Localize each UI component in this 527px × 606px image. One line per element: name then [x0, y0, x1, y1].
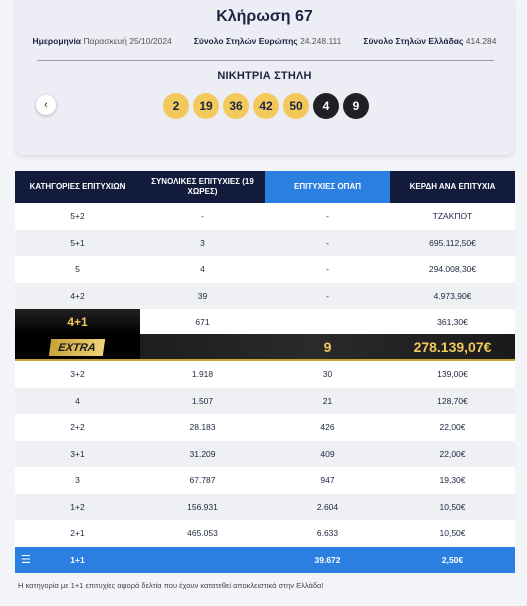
cell-category: 3+1: [70, 448, 85, 459]
table-row: 3+1 31.209 409 22,00€: [15, 440, 515, 467]
table-row: 5+1 3 - 695.112,50€: [15, 229, 515, 256]
extra-row: 4+1 EXTRA 671 361,30€ 9 278.139,07€: [15, 309, 515, 361]
cell-total: 1.507: [191, 395, 214, 406]
cell-category: 5: [75, 264, 80, 275]
cell-opap: [265, 309, 390, 334]
divider: [37, 60, 494, 61]
table-row: 3 67.787 947 19,30€: [15, 467, 515, 494]
cell-total: [140, 547, 265, 573]
cell-category: 1+2: [70, 501, 85, 512]
star-ball: 4: [313, 93, 339, 119]
cell-prize: 695.112,50€: [429, 237, 476, 248]
extra-category: 4+1: [67, 315, 88, 329]
cell-total: 3: [200, 237, 205, 248]
cell-total: 671: [140, 309, 265, 334]
table-row: 4 1.507 21 128,70€: [15, 387, 515, 414]
extra-left-bg: [15, 309, 140, 334]
cell-total: 4: [200, 264, 205, 275]
cell-category: 5+1: [70, 237, 85, 248]
extra-spacer: [140, 334, 265, 359]
cell-category: 2+2: [70, 422, 85, 433]
cell-opap: -: [326, 237, 329, 248]
extra-opap: 9: [323, 338, 332, 355]
cell-category: 1+1: [70, 554, 85, 565]
cell-opap: 2.604: [316, 501, 339, 512]
cell-category: 4+2: [70, 290, 85, 301]
cell-prize: 10,50€: [439, 528, 466, 539]
table-row-greece-only: ☰ 1+1 39.672 2,50€: [15, 546, 515, 573]
cell-category: 3: [75, 475, 80, 486]
results-table: ΚΑΤΗΓΟΡΙΕΣ ΕΠΙΤΥΧΙΩΝ ΣΥΝΟΛΙΚΕΣ ΕΠΙΤΥΧΙΕΣ…: [15, 171, 515, 573]
header-prize: ΚΕΡΔΗ ΑΝΑ ΕΠΙΤΥΧΙΑ: [409, 182, 496, 191]
star-ball: 9: [343, 93, 369, 119]
draw-meta: Ημερομηνία Παρασκευή 25/10/2024 Σύνολο Σ…: [15, 36, 514, 46]
cell-prize: 10,50€: [439, 501, 466, 512]
cell-total: 465.053: [187, 528, 218, 539]
table-row: 3+2 1.918 30 139,00€: [15, 361, 515, 388]
table-row: 2+1 465.053 6.633 10,50€: [15, 520, 515, 547]
footnote: Η κατηγορία με 1+1 επιτυχίες αφορά δελτί…: [18, 581, 324, 590]
table-row: 5 4 - 294.008,30€: [15, 256, 515, 283]
europe-columns: Σύνολο Στηλών Ευρώπης 24.248.111: [193, 36, 342, 46]
cell-category: 5+2: [70, 211, 85, 222]
header-total: ΣΥΝΟΛΙΚΕΣ ΕΠΙΤΥΧΙΕΣ (19 ΧΩΡΕΣ): [151, 177, 254, 196]
chevron-left-icon: ‹: [44, 99, 48, 111]
cell-prize: 139,00€: [437, 369, 468, 380]
number-ball: 19: [193, 93, 219, 119]
cell-prize: 19,30€: [439, 475, 466, 486]
greece-columns: Σύνολο Στηλών Ελλάδας 414.284: [363, 36, 497, 46]
cell-opap: 21: [322, 395, 333, 406]
cell-opap: 39.672: [314, 554, 341, 565]
extra-prize: 278.139,07€: [413, 338, 492, 355]
extra-top: 671 361,30€: [15, 309, 515, 334]
cell-total: 39: [197, 290, 208, 301]
cell-prize: 361,30€: [390, 309, 515, 334]
winning-numbers: 2 19 36 42 50 4 9: [163, 93, 369, 119]
cell-total: 156.931: [187, 501, 218, 512]
cell-opap: -: [326, 290, 329, 301]
cell-total: 28.183: [189, 422, 216, 433]
number-ball: 36: [223, 93, 249, 119]
draw-card: Κλήρωση 67 Ημερομηνία Παρασκευή 25/10/20…: [15, 0, 514, 155]
table-header: ΚΑΤΗΓΟΡΙΕΣ ΕΠΙΤΥΧΙΩΝ ΣΥΝΟΛΙΚΕΣ ΕΠΙΤΥΧΙΕΣ…: [15, 171, 515, 203]
cell-opap: 6.633: [316, 528, 339, 539]
cell-opap: -: [326, 264, 329, 275]
table-row: 5+2 - - ΤΖΑΚΠΟΤ: [15, 203, 515, 230]
cell-total: 1.918: [191, 369, 214, 380]
extra-logo: EXTRA: [48, 339, 106, 356]
table-row: 2+2 28.183 426 22,00€: [15, 414, 515, 441]
cell-prize: ΤΖΑΚΠΟΤ: [432, 211, 473, 222]
cell-opap: 426: [320, 422, 335, 433]
cell-category: 4: [75, 395, 80, 406]
cell-total: 31.209: [189, 448, 216, 459]
header-opap: ΕΠΙΤΥΧΙΕΣ ΟΠΑΠ: [265, 171, 390, 203]
draw-date: Ημερομηνία Παρασκευή 25/10/2024: [32, 36, 172, 46]
number-ball: 42: [253, 93, 279, 119]
cell-opap: 30: [322, 369, 333, 380]
cell-category: 3+2: [70, 369, 85, 380]
cell-opap: -: [326, 211, 329, 222]
header-category: ΚΑΤΗΓΟΡΙΕΣ ΕΠΙΤΥΧΙΩΝ: [29, 182, 126, 191]
cell-category: 2+1: [70, 528, 85, 539]
draw-title: Κλήρωση 67: [216, 8, 313, 25]
number-ball: 2: [163, 93, 189, 119]
cell-prize: 2,50€: [441, 554, 464, 565]
cell-total: 67.787: [189, 475, 216, 486]
table-row: 1+2 156.931 2.604 10,50€: [15, 493, 515, 520]
cell-total: -: [201, 211, 204, 222]
previous-draw-button[interactable]: ‹: [36, 95, 56, 115]
cell-prize: 128,70€: [437, 395, 468, 406]
cell-prize: 22,00€: [439, 448, 466, 459]
cell-prize: 22,00€: [439, 422, 466, 433]
cell-opap: 947: [320, 475, 335, 486]
cell-opap: 409: [320, 448, 335, 459]
cell-prize: 4.973,90€: [433, 290, 472, 301]
cell-prize: 294.008,30€: [428, 264, 477, 275]
table-row: 4+2 39 - 4.973,90€: [15, 282, 515, 309]
menu-icon[interactable]: ☰: [21, 553, 31, 566]
winning-column-title: ΝΙΚΗΤΡΙΑ ΣΤΗΛΗ: [217, 70, 312, 82]
number-ball: 50: [283, 93, 309, 119]
